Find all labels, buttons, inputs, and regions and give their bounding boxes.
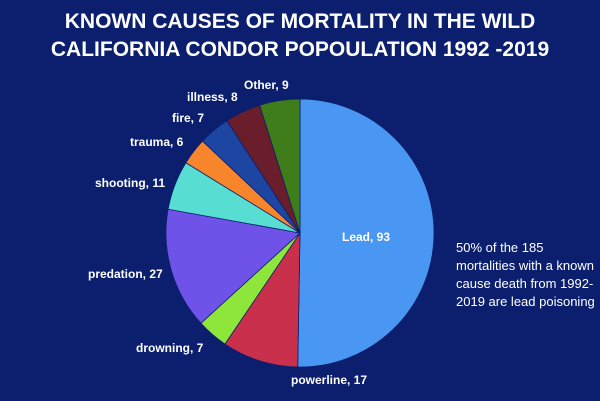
data-label-other: Other, 9 [244,78,289,92]
pie-slice-powerline [224,231,301,368]
pie-slice-predation [165,208,301,324]
pie-slice-lead [297,98,435,368]
pie-slice-other [259,98,301,234]
annotation-note: 50% of the 185 mortalities with a known … [456,240,595,309]
data-label-predation: predation, 27 [88,267,163,281]
data-label-powerline: powerline, 17 [291,373,367,387]
data-label-lead: Lead, 93 [342,230,390,244]
data-label-drowning: drowning, 7 [136,341,204,355]
data-label-shooting: shooting, 11 [95,176,165,190]
chart-title-line-2: CALIFORNIA CONDOR POPOULATION 1992 -2019 [50,38,550,61]
data-label-fire: fire, 7 [172,111,204,125]
chart-title-line-1: KNOWN CAUSES OF MORTALITY IN THE WILD [64,10,536,33]
chart-title: KNOWN CAUSES OF MORTALITY IN THE WILD CA… [0,8,600,64]
data-label-illness: illness, 8 [187,90,238,104]
data-label-trauma: trauma, 6 [130,135,184,149]
